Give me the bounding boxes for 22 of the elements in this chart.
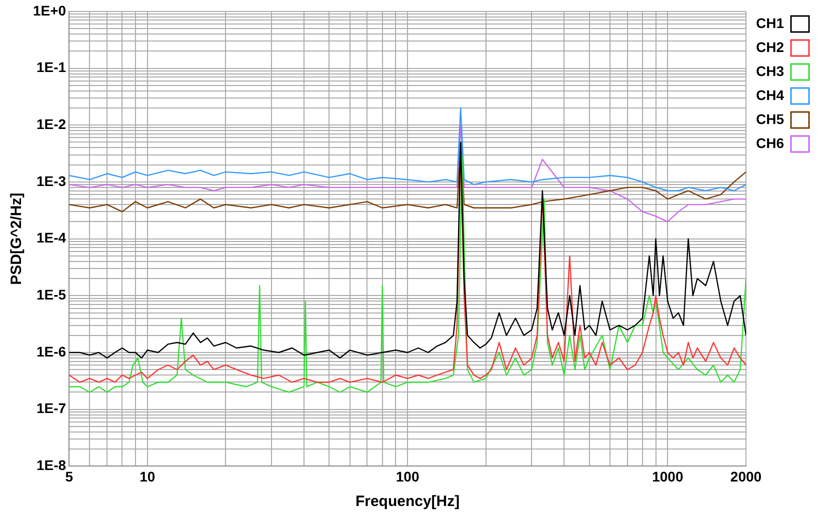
legend-label: CH6: [756, 134, 784, 151]
y-tick-label: 1E+0: [32, 2, 66, 18]
x-axis-title: Frequency[Hz]: [355, 493, 460, 510]
x-tick-label: 1000: [652, 468, 684, 484]
legend-label: CH1: [756, 14, 784, 31]
x-tick-label: 2000: [730, 468, 762, 484]
legend-label: CH4: [756, 86, 784, 103]
legend-label: CH5: [756, 110, 784, 127]
x-tick-label: 10: [140, 468, 156, 484]
x-tick-label: 100: [396, 468, 420, 484]
y-tick-label: 1E-5: [36, 286, 66, 303]
y-tick-label: 1E-4: [36, 230, 66, 246]
y-tick-label: 1E-2: [36, 116, 66, 132]
y-tick-label: 1E-1: [36, 59, 66, 76]
y-tick-label: 1E-7: [36, 400, 66, 416]
y-tick-label: 1E-3: [36, 172, 66, 189]
y-tick-label: 1E-8: [36, 457, 66, 474]
legend-label: CH3: [756, 62, 784, 79]
x-tick-label: 5: [65, 468, 74, 484]
legend-label: CH2: [756, 38, 784, 55]
y-axis-title: PSD[G^2/Hz]: [8, 192, 26, 285]
y-tick-label: 1E-6: [36, 343, 66, 360]
